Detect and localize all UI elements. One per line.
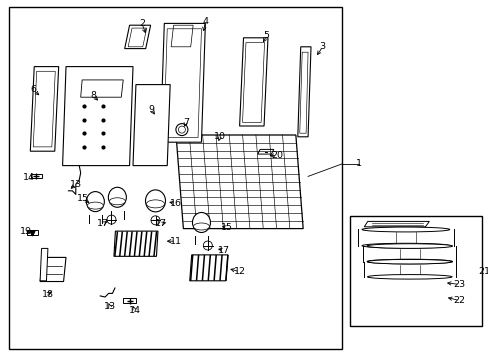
Text: 2: 2 (139, 19, 144, 28)
Polygon shape (62, 67, 133, 166)
Ellipse shape (361, 243, 449, 248)
Polygon shape (364, 221, 428, 227)
Ellipse shape (361, 227, 449, 232)
Bar (9, 7, 342, 349)
Text: 9: 9 (148, 105, 154, 114)
Polygon shape (239, 38, 267, 126)
Text: 15: 15 (221, 223, 233, 232)
Text: 11: 11 (170, 237, 182, 246)
Polygon shape (31, 174, 41, 178)
Ellipse shape (108, 187, 126, 207)
Polygon shape (160, 23, 205, 142)
Polygon shape (27, 230, 38, 235)
Text: 12: 12 (233, 267, 245, 276)
Text: 22: 22 (453, 296, 465, 305)
Ellipse shape (367, 260, 451, 264)
Ellipse shape (87, 202, 103, 209)
Text: 17: 17 (97, 219, 108, 228)
Ellipse shape (146, 200, 164, 208)
Text: 1: 1 (356, 159, 362, 168)
Text: 4: 4 (202, 17, 208, 26)
Ellipse shape (176, 123, 187, 136)
Text: 13: 13 (70, 180, 81, 189)
Ellipse shape (193, 223, 209, 230)
Text: 14: 14 (128, 306, 140, 315)
Polygon shape (133, 85, 170, 166)
Text: 8: 8 (90, 91, 96, 100)
Ellipse shape (192, 212, 210, 233)
Text: 15: 15 (77, 194, 89, 203)
Text: 7: 7 (183, 118, 188, 127)
Text: 21: 21 (477, 267, 488, 276)
Ellipse shape (145, 190, 165, 212)
Ellipse shape (86, 192, 104, 212)
Text: 23: 23 (453, 280, 465, 289)
Text: 14: 14 (23, 173, 35, 181)
Text: 16: 16 (170, 199, 182, 208)
Ellipse shape (178, 126, 185, 133)
Ellipse shape (367, 275, 451, 279)
Polygon shape (124, 25, 150, 49)
Text: 19: 19 (20, 227, 31, 236)
Text: 3: 3 (319, 42, 325, 51)
Text: 17: 17 (155, 219, 167, 228)
Polygon shape (123, 298, 136, 303)
Polygon shape (297, 47, 310, 137)
Polygon shape (176, 135, 303, 229)
Text: 18: 18 (41, 290, 53, 299)
Ellipse shape (366, 244, 451, 248)
Text: 5: 5 (263, 31, 269, 40)
Polygon shape (40, 248, 48, 281)
Text: 13: 13 (104, 302, 116, 311)
Polygon shape (40, 257, 66, 282)
Text: 17: 17 (218, 246, 229, 255)
Ellipse shape (366, 259, 451, 264)
Text: 20: 20 (271, 151, 283, 160)
Ellipse shape (109, 198, 125, 205)
Text: 6: 6 (30, 85, 36, 94)
Bar (349, 216, 481, 326)
Polygon shape (30, 67, 59, 151)
Text: 10: 10 (214, 132, 225, 141)
